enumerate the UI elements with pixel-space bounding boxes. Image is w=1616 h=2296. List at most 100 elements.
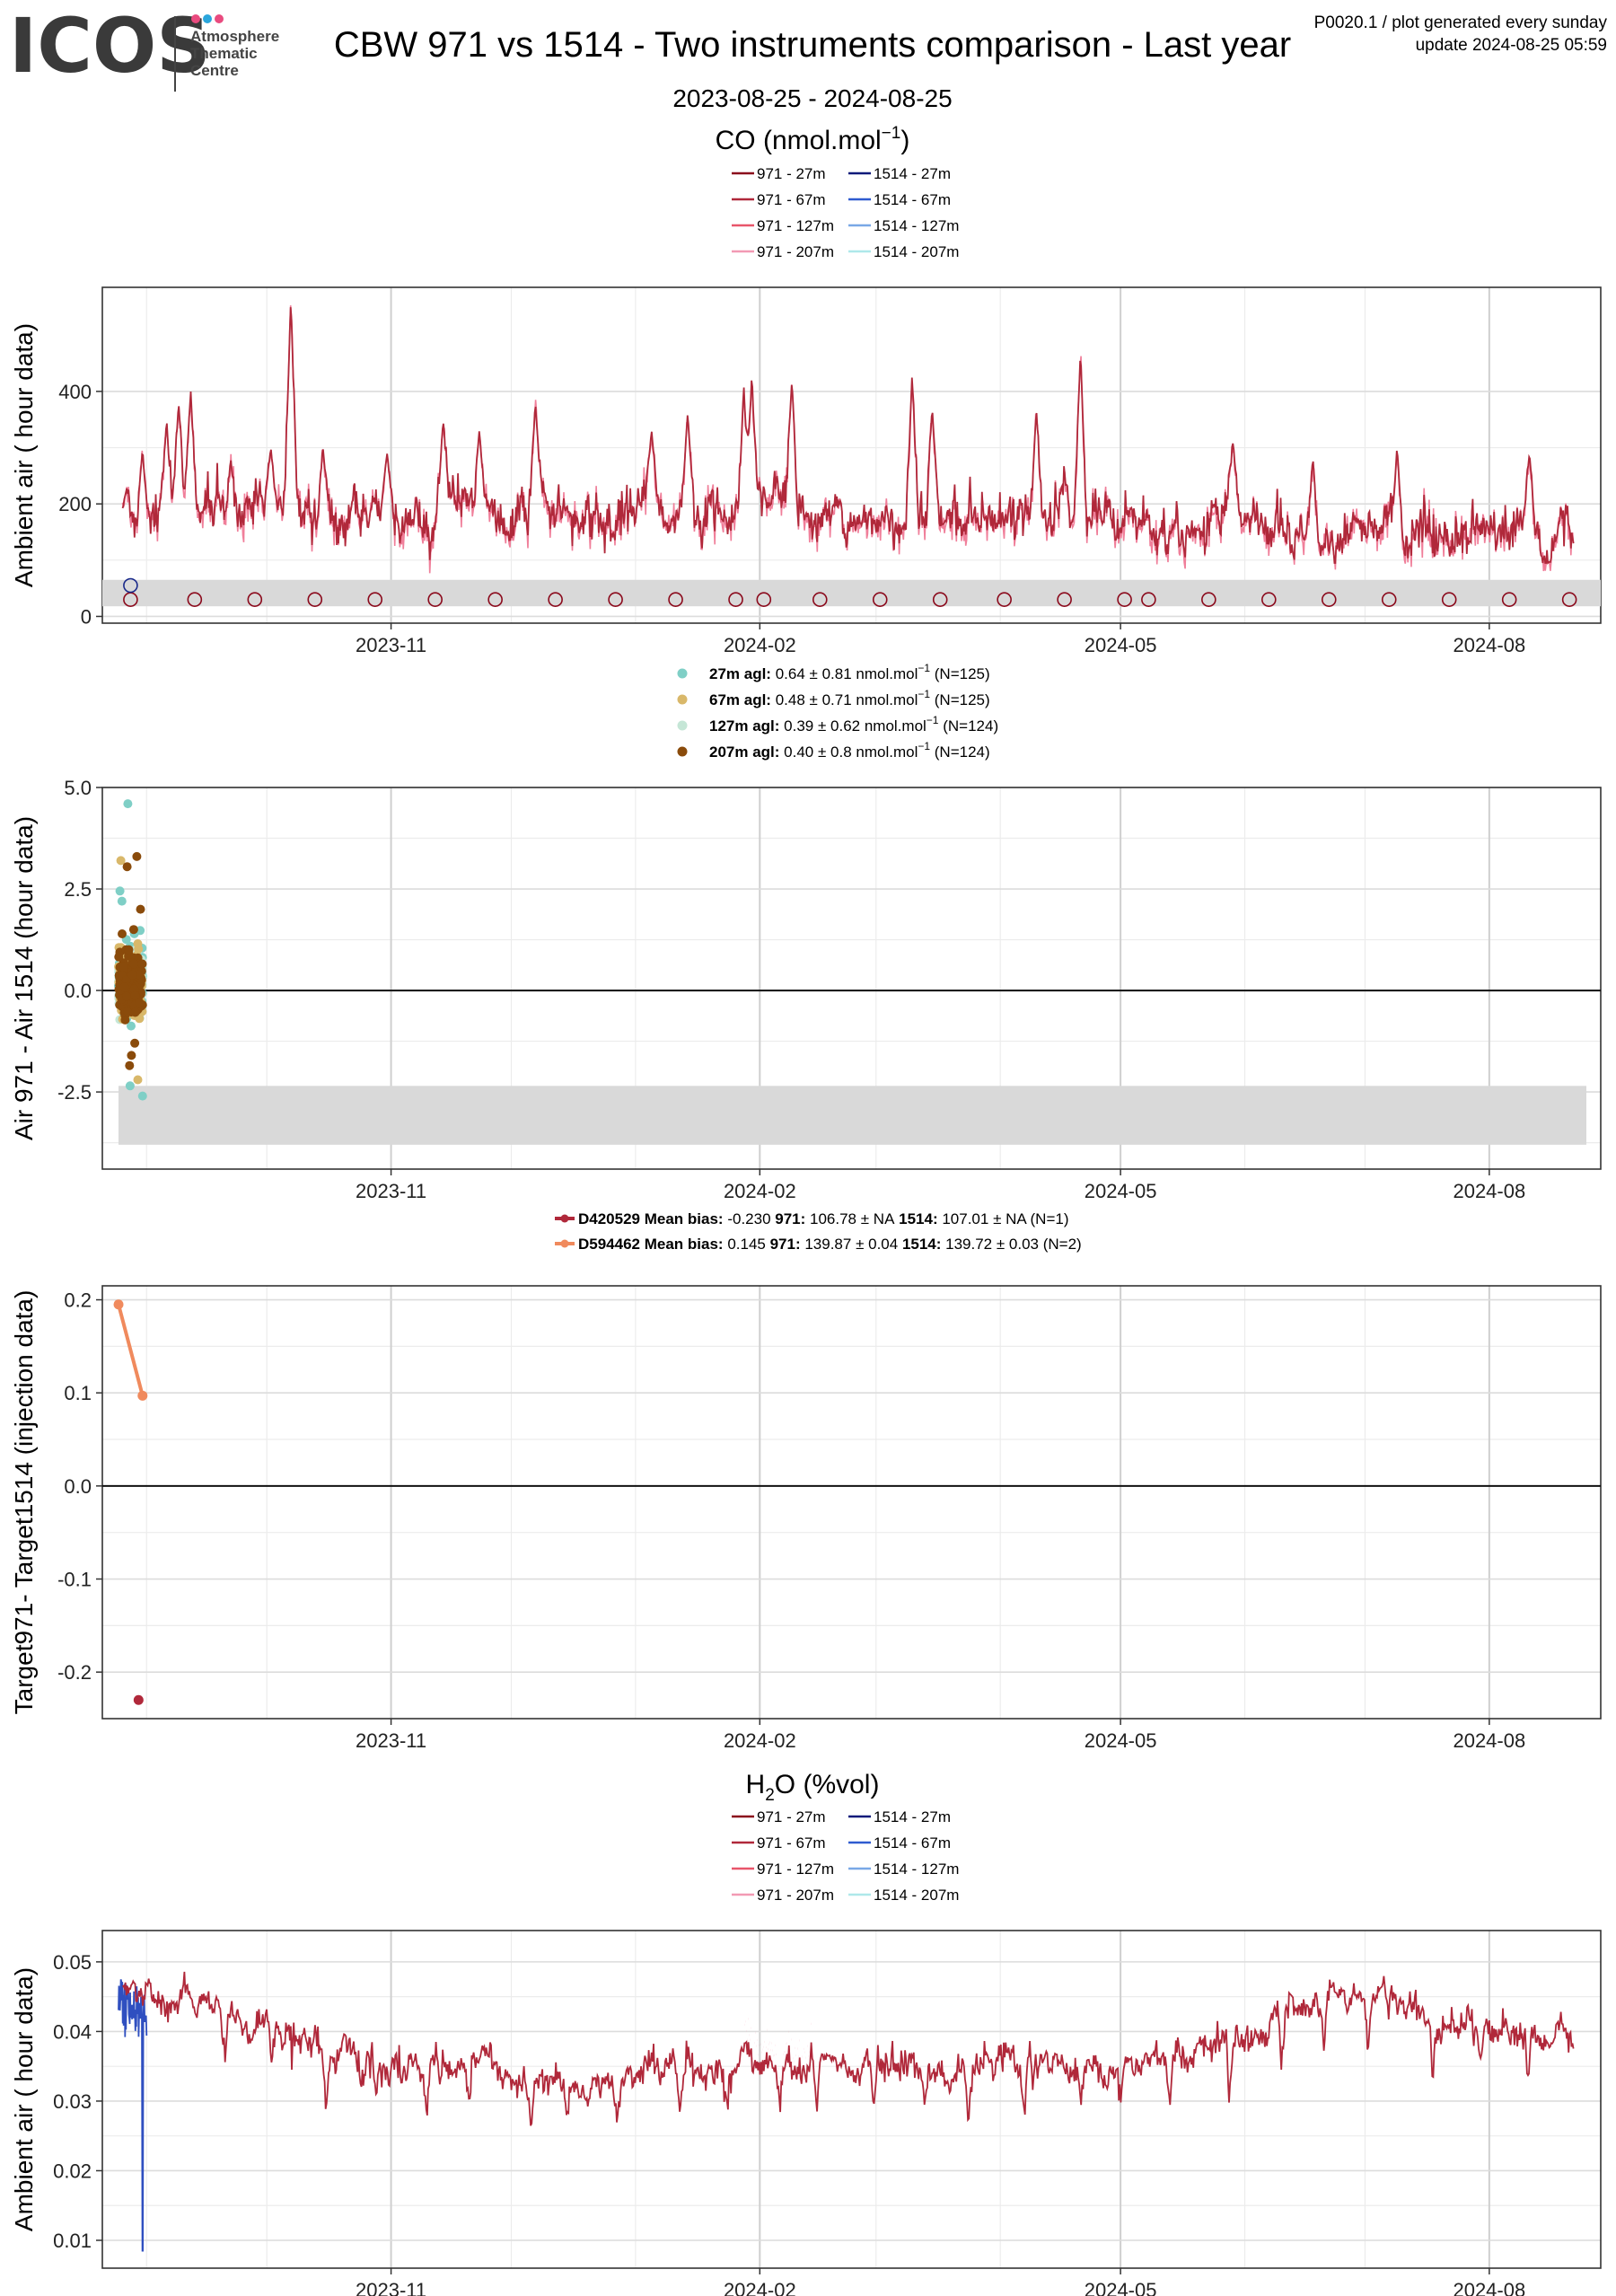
calibration-marker <box>1117 592 1132 607</box>
co_ambient-panel: 2023-11 2024-02 2024-05 2024-08 0 200 400 Ambie… <box>10 286 1602 656</box>
reference-band <box>102 579 1601 607</box>
series-line-1514 <box>118 1979 148 2252</box>
legend-entry-part: D594462 <box>578 1236 640 1253</box>
calibration-marker <box>548 592 563 607</box>
legend-entry: 27m agl: 0.64 ± 0.81 nmol.mol−1 (N=125) <box>709 662 990 682</box>
legend-entry-part: (N=124) <box>943 717 998 735</box>
y-tick-label: 0.1 <box>64 1382 92 1404</box>
calibration-marker <box>1501 592 1517 607</box>
legend-entry-part: -0.230 <box>724 1210 771 1227</box>
y-tick-label: 200 <box>58 493 92 515</box>
x-tick-label: 2024-05 <box>1085 1180 1157 1202</box>
legend-entry-part: 207m agl: <box>709 743 779 761</box>
scatter-point <box>119 963 128 972</box>
legend-entry-part: 0.145 <box>724 1236 766 1253</box>
h2o_ambient-panel: 2023-11 2024-02 2024-05 2024-08 0.01 0.02 0.03… <box>10 1930 1602 2296</box>
meta-line: P0020.1 / plot generated every sunday <box>1314 13 1608 32</box>
scatter-point <box>132 851 142 861</box>
section-title: H2O (%vol) <box>746 1770 880 1805</box>
scatter-point <box>130 1038 140 1048</box>
scatter-point <box>123 799 133 809</box>
scatter-point <box>133 1075 143 1085</box>
co_ambient-legend: 971 - 27m 1514 - 27m 971 - 67m 1514 - 67m 97… <box>732 165 959 260</box>
logo-sub-line: Atmosphere <box>190 28 279 45</box>
legend-entry-part: 0.40 ± 0.8 nmol.mol <box>779 743 918 761</box>
section-title-sup: −1 <box>882 124 901 143</box>
legend-dot <box>677 746 688 757</box>
legend-dot <box>560 1239 569 1248</box>
plot-frame <box>101 1930 1602 2269</box>
logo-dot-icon <box>203 14 212 23</box>
y-tick-label: 5.0 <box>64 777 92 799</box>
legend-entry-part: Mean bias: <box>640 1210 724 1227</box>
scatter-point <box>117 896 127 906</box>
x-tick-label: 2024-02 <box>724 1180 796 1202</box>
x-tick-label: 2024-08 <box>1453 634 1525 656</box>
legend-entry-part: −1 <box>927 714 939 726</box>
legend-entry-part: (N=125) <box>935 691 990 708</box>
target-point <box>137 1390 148 1401</box>
calibration-marker <box>812 592 828 607</box>
legend-entry-part: (N=125) <box>935 665 990 682</box>
legend-entry-part: 127m agl: <box>709 717 779 735</box>
page-title: CBW 971 vs 1514 - Two instruments compar… <box>334 25 1291 65</box>
legend-entry: 127m agl: 0.39 ± 0.62 nmol.mol−1 (N=124) <box>709 714 998 735</box>
legend-entry-part: 139.72 ± 0.03 (N=2) <box>941 1236 1081 1253</box>
scatter-point <box>124 945 134 954</box>
y-tick-label: 0.05 <box>53 1951 92 1974</box>
calibration-marker <box>1261 592 1277 607</box>
calibration-marker <box>668 592 683 607</box>
x-tick-label: 2024-05 <box>1085 2279 1157 2296</box>
calibration-marker <box>872 592 888 607</box>
calibration-marker <box>1141 592 1156 607</box>
icos-logo-word: ICOS <box>9 2 211 90</box>
legend-label: 1514 - 67m <box>874 191 951 208</box>
legend-entry-part: 971: <box>771 1210 806 1227</box>
y-axis-label: Ambient air ( hour data) <box>10 323 38 587</box>
legend-label: 1514 - 27m <box>874 165 951 182</box>
legend-entry: D594462 Mean bias: 0.145 971: 139.87 ± 0… <box>578 1236 1082 1253</box>
scatter-point <box>114 952 124 962</box>
x-tick-label: 2024-05 <box>1085 1729 1157 1752</box>
x-tick-label: 2023-11 <box>356 1729 426 1752</box>
section-title: CO (nmol.mol−1) <box>716 124 910 155</box>
plot-area <box>102 1299 1601 1705</box>
plot-frame <box>101 286 1602 624</box>
y-tick-label: 0.04 <box>53 2020 92 2043</box>
scatter-point <box>125 1081 135 1091</box>
scatter-point <box>125 1060 135 1070</box>
calibration-marker <box>1561 592 1577 607</box>
scatter-point <box>118 929 127 938</box>
legend-entry-part: Mean bias: <box>640 1236 724 1253</box>
y-tick-label: -0.2 <box>57 1661 92 1684</box>
x-tick-label: 2024-02 <box>724 2279 796 2296</box>
legend-entry-part: −1 <box>918 662 930 674</box>
scatter-point <box>127 1051 136 1060</box>
scatter-point <box>122 991 131 1001</box>
y-tick-label: 0.0 <box>64 1475 92 1498</box>
section-title-end: O (%vol) <box>775 1770 880 1799</box>
legend-label: 971 - 67m <box>757 1834 826 1852</box>
legend-entry-part: 27m agl: <box>709 665 771 682</box>
y-tick-label: 0.01 <box>53 2230 92 2252</box>
legend-label: 1514 - 207m <box>874 243 959 260</box>
x-tick-label: 2024-08 <box>1453 2279 1525 2296</box>
legend-entry-part: −1 <box>918 688 930 700</box>
legend-label: 1514 - 27m <box>874 1808 951 1825</box>
legend-label: 971 - 127m <box>757 217 834 234</box>
calibration-marker <box>247 592 263 607</box>
header: ICOS Atmosphere Thematic Centre CBW 971 … <box>9 2 1607 112</box>
target-point <box>133 1694 144 1705</box>
legend-entry: 67m agl: 0.48 ± 0.71 nmol.mol−1 (N=125) <box>709 688 990 708</box>
legend-entry-part: −1 <box>918 740 930 752</box>
reference-band <box>119 1086 1586 1145</box>
legend-entry-part: 139.87 ± 0.04 <box>801 1236 899 1253</box>
legend-entry-part: 1514: <box>898 1236 941 1253</box>
y-axis-label: Ambient air ( hour data) <box>10 1967 38 2231</box>
x-tick-label: 2024-08 <box>1453 1180 1525 1202</box>
legend-label: 1514 - 207m <box>874 1887 959 1904</box>
scatter-point <box>136 904 145 914</box>
calibration-marker <box>427 592 443 607</box>
plot-area <box>102 799 1601 1145</box>
calibration-marker <box>307 592 323 607</box>
